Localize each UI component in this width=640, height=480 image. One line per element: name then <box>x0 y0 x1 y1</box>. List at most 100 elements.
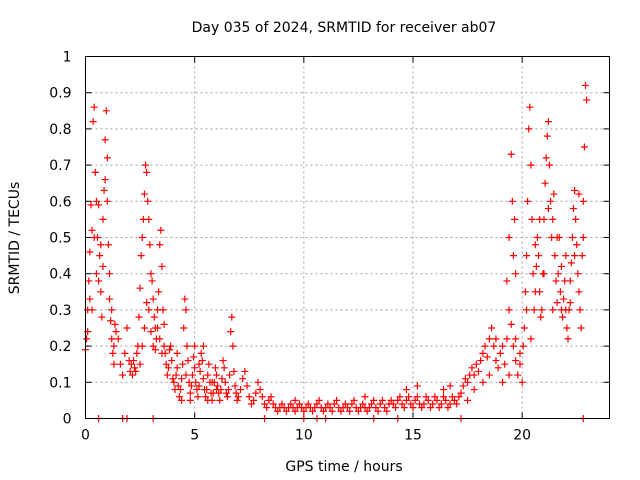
data-point <box>518 378 526 386</box>
data-point <box>104 241 112 249</box>
data-point <box>448 393 456 401</box>
data-point <box>121 349 129 357</box>
data-point <box>569 205 577 213</box>
data-point <box>583 96 591 104</box>
data-point <box>192 378 200 386</box>
data-point <box>433 396 441 404</box>
data-point <box>531 241 539 249</box>
data-point <box>440 393 448 401</box>
data-point <box>119 371 127 379</box>
data-point <box>455 393 463 401</box>
data-point <box>86 248 94 256</box>
data-point <box>151 346 159 354</box>
data-point <box>524 197 532 205</box>
data-point <box>581 81 589 89</box>
y-tick-label: 0.7 <box>49 158 71 174</box>
data-point <box>132 367 140 375</box>
data-point <box>324 400 332 408</box>
axis-ticks: 00.10.20.30.40.50.60.70.80.910 5 10 15 20 <box>49 50 610 444</box>
data-point <box>512 335 520 343</box>
data-point <box>191 342 199 350</box>
data-point <box>128 371 136 379</box>
data-point <box>330 400 338 408</box>
data-point <box>88 306 96 314</box>
y-tick-label: 0.2 <box>49 339 71 355</box>
data-point <box>223 393 231 401</box>
data-point <box>309 407 317 415</box>
data-point <box>496 349 504 357</box>
data-point <box>494 364 502 372</box>
data-point <box>103 197 111 205</box>
data-point <box>136 360 144 368</box>
data-point <box>180 324 188 332</box>
data-point <box>215 389 223 397</box>
data-point <box>418 404 426 412</box>
x-axis-label: GPS time / hours <box>285 459 402 475</box>
data-point <box>505 306 513 314</box>
data-point <box>291 407 299 415</box>
data-point <box>370 396 378 404</box>
data-point <box>85 277 93 285</box>
data-point <box>313 400 321 408</box>
data-point <box>543 132 551 140</box>
data-point <box>148 277 156 285</box>
data-point <box>550 190 558 198</box>
data-point <box>202 393 210 401</box>
data-point <box>158 262 166 270</box>
data-point <box>193 386 201 394</box>
data-point <box>424 396 432 404</box>
data-point <box>337 407 345 415</box>
data-point <box>157 226 165 234</box>
data-point <box>535 252 543 260</box>
data-point <box>216 396 224 404</box>
data-point <box>173 349 181 357</box>
data-point <box>556 288 564 296</box>
data-point <box>167 342 175 350</box>
data-point <box>361 393 369 401</box>
data-point <box>545 161 553 169</box>
data-point <box>110 342 118 350</box>
data-point <box>333 396 341 404</box>
data-point <box>99 262 107 270</box>
data-point <box>109 349 117 357</box>
data-point <box>182 371 190 379</box>
data-point <box>130 357 138 365</box>
data-point <box>254 378 262 386</box>
data-point <box>499 378 507 386</box>
data-point <box>413 382 421 390</box>
data-point <box>295 400 303 408</box>
data-point <box>92 270 100 278</box>
data-point <box>145 215 153 223</box>
data-point <box>186 389 194 397</box>
data-point <box>195 382 203 390</box>
data-point <box>420 400 428 408</box>
data-point <box>143 168 151 176</box>
data-point <box>523 252 531 260</box>
data-point <box>220 364 228 372</box>
data-point <box>578 252 586 260</box>
data-point <box>144 197 152 205</box>
data-point <box>184 357 192 365</box>
data-point <box>191 364 199 372</box>
data-point <box>156 335 164 343</box>
data-point <box>197 349 205 357</box>
data-point <box>179 360 187 368</box>
data-point <box>512 270 520 278</box>
data-point <box>503 335 511 343</box>
data-point <box>147 328 155 336</box>
data-point <box>103 154 111 162</box>
data-point <box>446 382 454 390</box>
data-point <box>83 335 91 343</box>
data-point <box>457 389 465 397</box>
data-point <box>101 176 109 184</box>
data-point <box>554 270 562 278</box>
data-point <box>291 396 299 404</box>
data-point <box>110 360 118 368</box>
data-point <box>181 295 189 303</box>
data-point <box>169 375 177 383</box>
data-point <box>532 262 540 270</box>
data-point <box>479 349 487 357</box>
data-point <box>511 215 519 223</box>
data-point <box>542 154 550 162</box>
data-point <box>100 186 108 194</box>
